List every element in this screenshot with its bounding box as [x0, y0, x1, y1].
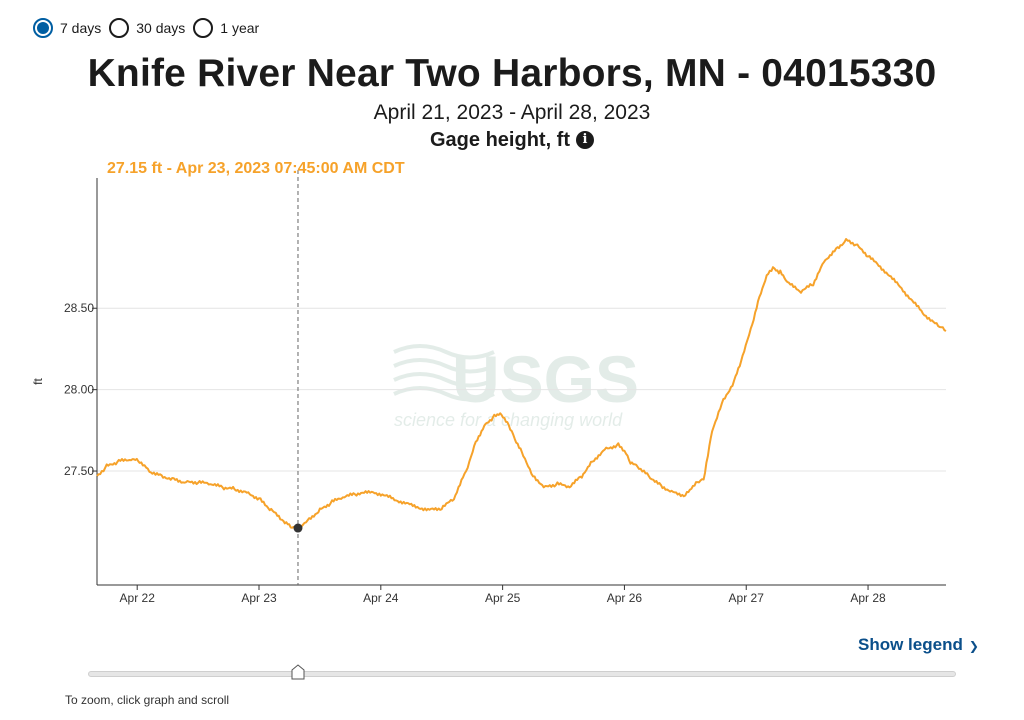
range-option-30-days[interactable]: 30 days: [109, 18, 185, 38]
range-label-30-days: 30 days: [136, 20, 186, 36]
x-tick-label: Apr 28: [850, 591, 886, 605]
x-tick-label: Apr 25: [485, 591, 521, 605]
usgs-logo-text: USGS: [452, 342, 639, 416]
x-tick-label: Apr 22: [120, 591, 156, 605]
zoom-slider-handle[interactable]: [291, 664, 305, 680]
tooltip-readout: 27.15 ft - Apr 23, 2023 07:45:00 AM CDT: [107, 160, 405, 177]
usgs-logo-waves-icon: [393, 344, 495, 402]
grid-lines: [97, 307, 946, 472]
cursor-point: [293, 523, 303, 533]
y-tick-label: 27.50: [64, 464, 94, 478]
parameter-label: Gage height, ft: [430, 129, 570, 151]
site-title: Knife River Near Two Harbors, MN - 04015…: [87, 52, 937, 95]
usgs-watermark: USGS science for a changing world: [393, 342, 639, 430]
y-axis-label: ft: [31, 378, 45, 385]
radio-1-year[interactable]: [193, 18, 214, 38]
date-range: April 21, 2023 - April 28, 2023: [373, 101, 651, 124]
x-tick-label: Apr 26: [607, 591, 643, 605]
zoom-hint: To zoom, click graph and scroll: [65, 693, 230, 707]
x-tick-label: Apr 23: [241, 591, 277, 605]
x-tick-label: Apr 27: [729, 591, 765, 605]
y-tick-label: 28.50: [64, 301, 94, 315]
gage-height-line: [96, 238, 947, 531]
y-tick-label: 28.00: [64, 383, 94, 397]
chevron-down-icon: ❯: [968, 639, 979, 653]
radio-30-days[interactable]: [109, 18, 130, 38]
usgs-tagline: science for a changing world: [394, 410, 623, 430]
axes: [96, 178, 946, 586]
parameter-heading: Gage height, ft i: [0, 129, 1024, 152]
range-option-7-days[interactable]: 7 days: [33, 18, 101, 38]
radio-7-days[interactable]: [33, 18, 53, 38]
info-icon[interactable]: i: [576, 131, 594, 149]
range-label-1-year: 1 year: [220, 20, 260, 36]
y-axis-ticks: 27.50 28.00 28.50: [64, 301, 97, 478]
range-label-7-days: 7 days: [60, 20, 102, 36]
x-axis-ticks: Apr 22 Apr 23 Apr 24 Apr 25 Apr 26 Apr 27 Apr …: [120, 585, 886, 605]
time-range-selector: 7 days 30 days 1 year: [33, 18, 267, 38]
x-tick-label: Apr 24: [363, 591, 399, 605]
show-legend-button[interactable]: Show legend ❯: [858, 635, 979, 655]
zoom-slider-track[interactable]: [88, 671, 956, 677]
range-option-1-year[interactable]: 1 year: [193, 18, 259, 38]
show-legend-label: Show legend: [858, 635, 963, 654]
